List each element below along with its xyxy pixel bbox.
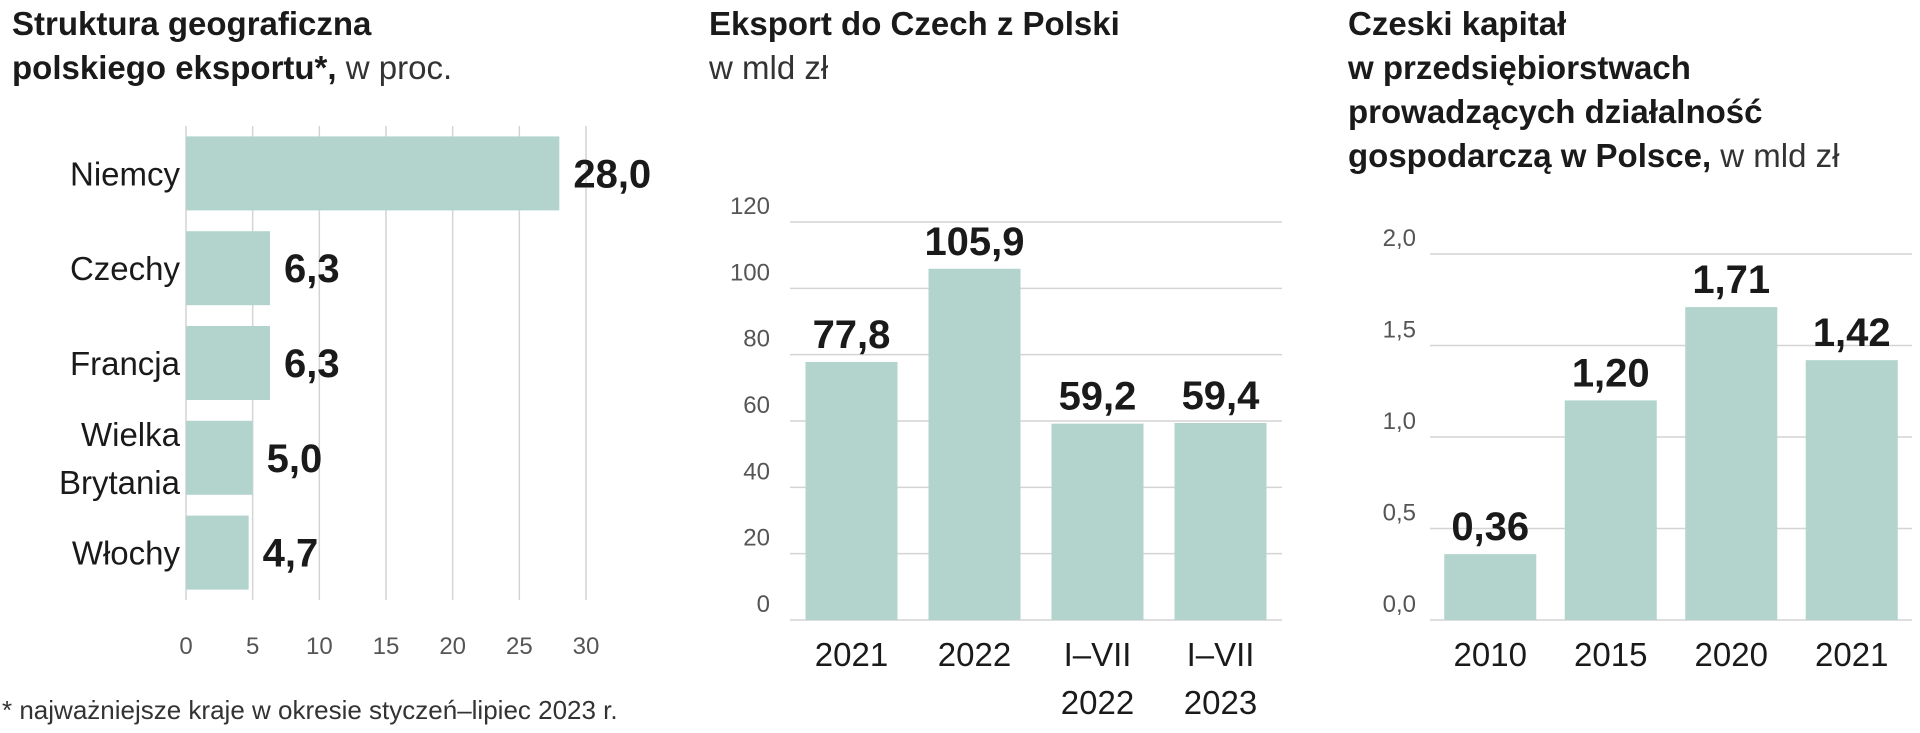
y-tick-label: 1,0 bbox=[1383, 408, 1416, 435]
value-label: 5,0 bbox=[267, 437, 323, 481]
chart-title: Czeski kapitał w przedsiębiorstwach prow… bbox=[1348, 2, 1839, 178]
title-unit: w mld zł bbox=[709, 49, 829, 86]
category-label: 2010 bbox=[1454, 636, 1527, 673]
panel-export-structure: Struktura geograficzna polskiego eksport… bbox=[0, 0, 680, 733]
bar bbox=[1051, 423, 1144, 620]
category-label: 2021 bbox=[1815, 636, 1888, 673]
y-tick-label: 60 bbox=[743, 392, 770, 419]
bar bbox=[1564, 400, 1657, 620]
y-tick-label: 1,5 bbox=[1383, 317, 1416, 344]
category-label: Wielka bbox=[81, 416, 181, 453]
title-line-3: prowadzących działalność bbox=[1348, 93, 1763, 130]
value-label: 1,42 bbox=[1813, 311, 1891, 355]
value-label: 59,2 bbox=[1059, 375, 1137, 419]
value-label: 59,4 bbox=[1182, 374, 1261, 418]
value-label: 1,20 bbox=[1572, 351, 1650, 395]
category-label: Czechy bbox=[70, 250, 181, 287]
value-label: 6,3 bbox=[284, 342, 340, 386]
x-tick-label: 10 bbox=[306, 633, 333, 660]
bar bbox=[928, 268, 1021, 620]
bar bbox=[805, 361, 898, 620]
vertical-bar-chart: 0 20 40 60 80 100 120 77,8 2021 105,9 2022 59,2 I–VI… bbox=[730, 193, 1282, 721]
title-line-2: polskiego eksportu*, bbox=[12, 49, 337, 86]
title-line-2: w przedsiębiorstwach bbox=[1348, 49, 1691, 86]
y-tick-label: 0,0 bbox=[1383, 591, 1416, 618]
bar bbox=[186, 326, 270, 400]
bar bbox=[186, 420, 253, 495]
chart-title: Struktura geograficzna polskiego eksport… bbox=[12, 2, 452, 90]
category-label: 2020 bbox=[1695, 636, 1768, 673]
bar bbox=[1444, 554, 1537, 620]
category-label: 2022 bbox=[1061, 684, 1134, 721]
y-tick-label: 2,0 bbox=[1383, 225, 1416, 252]
category-label: Francja bbox=[70, 345, 181, 382]
y-tick-label: 0 bbox=[757, 591, 770, 618]
y-tick-label: 100 bbox=[730, 259, 770, 286]
category-label: Brytania bbox=[59, 464, 181, 501]
y-tick-label: 120 bbox=[730, 193, 770, 220]
chart-title: Eksport do Czech z Polski w mld zł bbox=[709, 2, 1120, 90]
value-label: 1,71 bbox=[1692, 258, 1770, 302]
bar bbox=[1805, 360, 1898, 620]
x-tick-label: 25 bbox=[506, 633, 533, 660]
bar bbox=[1685, 307, 1778, 620]
category-label: I–VII bbox=[1187, 636, 1255, 673]
value-label: 105,9 bbox=[924, 220, 1024, 264]
bar bbox=[186, 515, 249, 590]
x-tick-label: 0 bbox=[179, 633, 192, 660]
horizontal-bar-chart: 0 5 10 15 20 25 30 Niemcy 28,0 Czechy 6,3 Francja 6,… bbox=[59, 126, 651, 660]
panel-export-to-czechia: Eksport do Czech z Polski w mld zł 0 20 40… bbox=[700, 0, 1300, 733]
title-line-4: gospodarczą w Polsce, bbox=[1348, 137, 1712, 174]
value-label: 28,0 bbox=[573, 152, 651, 196]
bar bbox=[186, 136, 560, 211]
x-tick-label: 15 bbox=[373, 633, 400, 660]
y-tick-label: 80 bbox=[743, 326, 770, 353]
bar bbox=[1174, 422, 1267, 620]
category-label: 2015 bbox=[1574, 636, 1647, 673]
footnote: * najważniejsze kraje w okresie styczeń–… bbox=[2, 695, 618, 725]
value-label: 0,36 bbox=[1451, 505, 1529, 549]
title-unit: w mld zł bbox=[1711, 137, 1840, 174]
x-tick-label: 5 bbox=[246, 633, 259, 660]
category-label: 2021 bbox=[815, 636, 888, 673]
value-label: 4,7 bbox=[263, 532, 319, 576]
y-tick-label: 0,5 bbox=[1383, 500, 1416, 527]
title-unit: w proc. bbox=[336, 49, 453, 86]
bar bbox=[186, 231, 270, 306]
title-line-1: Struktura geograficzna bbox=[12, 5, 372, 42]
category-label: Niemcy bbox=[70, 155, 181, 192]
x-tick-label: 20 bbox=[439, 633, 466, 660]
value-label: 6,3 bbox=[284, 247, 340, 291]
y-tick-label: 40 bbox=[743, 458, 770, 485]
title-line-1: Eksport do Czech z Polski bbox=[709, 5, 1120, 42]
category-label: 2023 bbox=[1184, 684, 1257, 721]
category-label: Włochy bbox=[72, 535, 181, 572]
x-tick-label: 30 bbox=[573, 633, 600, 660]
title-line-1: Czeski kapitał bbox=[1348, 5, 1567, 42]
category-label: I–VII bbox=[1064, 636, 1132, 673]
panel-czech-capital: Czeski kapitał w przedsiębiorstwach prow… bbox=[1340, 0, 1920, 733]
value-label: 77,8 bbox=[813, 313, 891, 357]
y-tick-label: 20 bbox=[743, 525, 770, 552]
category-label: 2022 bbox=[938, 636, 1011, 673]
vertical-bar-chart: 0,0 0,5 1,0 1,5 2,0 0,36 2010 1,20 2015 1,71 2020 1… bbox=[1383, 225, 1912, 673]
